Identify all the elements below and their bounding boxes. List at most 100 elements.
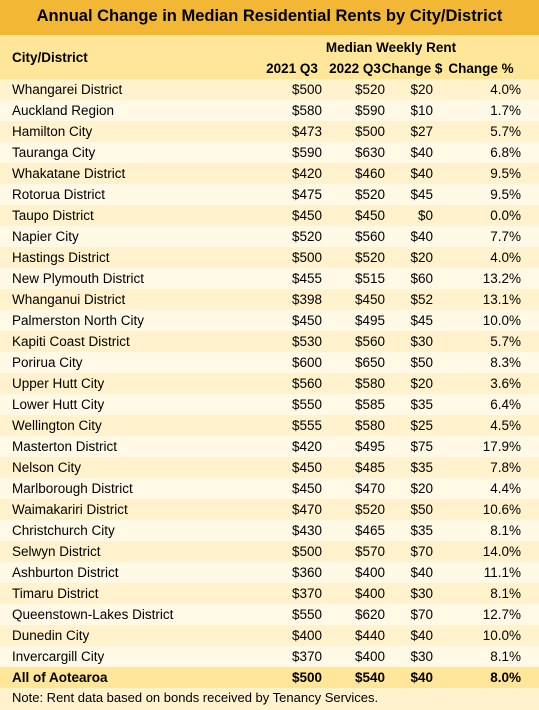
cell-value: $520	[354, 502, 385, 517]
cell-value: $580	[291, 103, 322, 118]
cell-value: $650	[354, 355, 385, 370]
cell-value: $40	[410, 670, 433, 685]
header-group: Median Weekly Rent	[325, 40, 457, 55]
cell-name: Taupo District	[12, 208, 94, 223]
table-row: Whangarei District $500 $520 $20 4.0%	[0, 79, 539, 100]
cell-value: 3.6%	[490, 376, 521, 391]
header-column: Change %	[448, 61, 514, 76]
table-row: Nelson City $450 $485 $35 7.8%	[0, 457, 539, 478]
cell-value: $555	[291, 418, 322, 433]
table-row: Timaru District $370 $400 $30 8.1%	[0, 583, 539, 604]
cell-value: $470	[354, 481, 385, 496]
cell-value: $40	[410, 628, 433, 643]
table-row: Porirua City $600 $650 $50 8.3%	[0, 352, 539, 373]
cell-value: $570	[354, 544, 385, 559]
cell-name: Christchurch City	[12, 523, 115, 538]
cell-value: 4.4%	[490, 481, 521, 496]
cell-name: Invercargill City	[12, 649, 105, 664]
cell-value: 0.0%	[490, 208, 521, 223]
cell-value: 4.0%	[490, 250, 521, 265]
cell-value: $400	[354, 649, 385, 664]
table-row: Queenstown-Lakes District $550 $620 $70 12.7…	[0, 604, 539, 625]
cell-value: $500	[291, 250, 322, 265]
cell-value: $450	[354, 208, 385, 223]
note-bar	[0, 688, 539, 710]
cell-value: $50	[410, 355, 433, 370]
header-column: 2022 Q3	[329, 61, 381, 76]
cell-name: Hamilton City	[12, 124, 93, 139]
note: Note: Rent data based on bonds received …	[12, 690, 379, 705]
table-row: Taupo District $450 $450 $0 0.0%	[0, 205, 539, 226]
cell-value: $515	[354, 271, 385, 286]
table-row: Napier City $520 $560 $40 7.7%	[0, 226, 539, 247]
cell-value: $473	[291, 124, 322, 139]
cell-name: Waimakariri District	[12, 502, 128, 517]
cell-name: Kapiti Coast District	[12, 334, 130, 349]
cell-value: $370	[291, 586, 322, 601]
cell-value: 4.5%	[490, 418, 521, 433]
cell-value: $20	[410, 82, 433, 97]
cell-value: 10.6%	[482, 502, 521, 517]
cell-value: $40	[410, 166, 433, 181]
cell-name: Marlborough District	[12, 481, 133, 496]
cell-value: 5.7%	[490, 334, 521, 349]
table-row: Hastings District $500 $520 $20 4.0%	[0, 247, 539, 268]
cell-value: $485	[354, 460, 385, 475]
cell-name: Auckland Region	[12, 103, 115, 118]
cell-value: $70	[410, 607, 433, 622]
cell-value: $450	[354, 292, 385, 307]
table-row: Selwyn District $500 $570 $70 14.0%	[0, 541, 539, 562]
cell-value: $40	[410, 229, 433, 244]
cell-value: $10	[410, 103, 433, 118]
cell-name: Whangarei District	[12, 82, 123, 97]
cell-value: $20	[410, 481, 433, 496]
table-row: Auckland Region $580 $590 $10 1.7%	[0, 100, 539, 121]
cell-value: $450	[291, 481, 322, 496]
table-row: Wellington City $555 $580 $25 4.5%	[0, 415, 539, 436]
table-row: New Plymouth District $455 $515 $60 13.2%	[0, 268, 539, 289]
cell-value: 8.1%	[490, 523, 521, 538]
cell-value: 8.3%	[490, 355, 521, 370]
cell-value: $560	[291, 376, 322, 391]
cell-value: $495	[354, 313, 385, 328]
cell-value: 8.1%	[490, 586, 521, 601]
cell-value: $470	[291, 502, 322, 517]
table-row: Dunedin City $400 $440 $40 10.0%	[0, 625, 539, 646]
cell-name: Napier City	[12, 229, 79, 244]
table-row: Marlborough District $450 $470 $20 4.4%	[0, 478, 539, 499]
cell-value: 8.1%	[490, 649, 521, 664]
cell-value: $530	[291, 334, 322, 349]
cell-value: 14.0%	[482, 544, 521, 559]
cell-value: $580	[354, 418, 385, 433]
cell-value: 10.0%	[482, 313, 521, 328]
table-row: Palmerston North City $450 $495 $45 10.0%	[0, 310, 539, 331]
cell-value: $30	[410, 586, 433, 601]
cell-value: $500	[291, 544, 322, 559]
cell-name: New Plymouth District	[12, 271, 145, 286]
header-bar	[0, 35, 539, 79]
cell-value: $500	[354, 124, 385, 139]
table-row: Ashburton District $360 $400 $40 11.1%	[0, 562, 539, 583]
table-row: Invercargill City $370 $400 $30 8.1%	[0, 646, 539, 667]
cell-name: Dunedin City	[12, 628, 90, 643]
cell-value: $40	[410, 565, 433, 580]
cell-name: Porirua City	[12, 355, 83, 370]
cell-value: $400	[291, 628, 322, 643]
cell-value: $27	[410, 124, 433, 139]
cell-value: 12.7%	[482, 607, 521, 622]
cell-name: Queenstown-Lakes District	[12, 607, 174, 622]
cell-value: $30	[410, 649, 433, 664]
cell-value: $420	[291, 439, 322, 454]
cell-name: Nelson City	[12, 460, 82, 475]
table-row: All of Aotearoa $500 $540 $40 8.0%	[0, 667, 539, 688]
cell-value: 7.8%	[490, 460, 521, 475]
cell-value: 10.0%	[482, 628, 521, 643]
cell-value: $398	[291, 292, 322, 307]
cell-value: $35	[410, 397, 433, 412]
cell-value: $450	[291, 460, 322, 475]
cell-value: $550	[291, 397, 322, 412]
cell-value: $70	[410, 544, 433, 559]
cell-value: $455	[291, 271, 322, 286]
cell-value: $45	[410, 187, 433, 202]
